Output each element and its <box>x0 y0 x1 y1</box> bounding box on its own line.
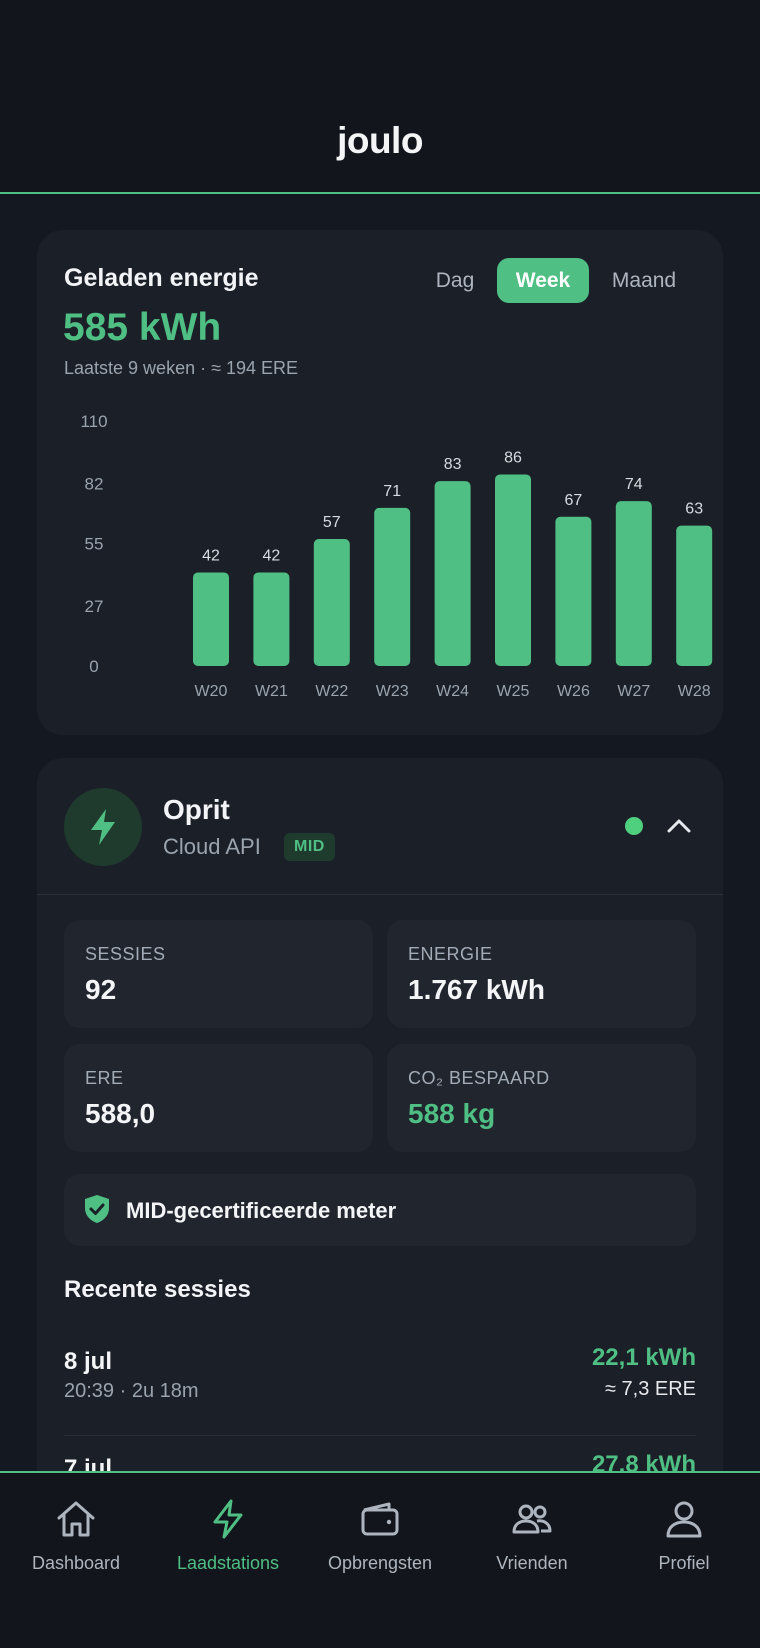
charger-avatar <box>64 788 142 866</box>
stat-label: ERE <box>85 1068 124 1088</box>
chart-subtitle: Laatste 9 weken · ≈ 194 ERE <box>64 358 299 378</box>
stat-value: 92 <box>85 974 117 1005</box>
mid-certified-row: MID-gecertificeerde meter <box>64 1174 696 1246</box>
chart-bar <box>555 516 592 666</box>
session-kwh: 22,1 kWh <box>591 1344 696 1371</box>
x-tick-label: W20 <box>195 683 228 700</box>
session-item[interactable]: 8 jul 20:39 · 2u 18m 22,1 kWh ≈ 7,3 ERE <box>64 1344 696 1448</box>
x-tick-label: W28 <box>678 683 711 700</box>
divider <box>37 894 723 895</box>
session-meta: 20:39 · 2u 18m <box>64 1380 199 1402</box>
chart-bar <box>374 507 411 666</box>
bar-value-label: 67 <box>565 492 583 509</box>
nav-opbrengsten[interactable]: Opbrengsten <box>304 1497 456 1574</box>
shield-check-icon <box>85 1195 109 1223</box>
x-tick-label: W27 <box>617 683 650 700</box>
nav-laadstations[interactable]: Laadstations <box>152 1497 304 1574</box>
stat-energy: ENERGIE 1.767 kWh <box>387 920 696 1028</box>
x-tick-label: W26 <box>557 683 590 700</box>
friends-icon <box>512 1504 552 1534</box>
stat-label: SESSIES <box>85 944 166 964</box>
bar-chart: 0 27 55 82 110 42 W20 42 W21 57 W22 71 W23 83 W24 86 W25… <box>80 412 713 700</box>
y-tick-label: 82 <box>85 474 104 493</box>
chart-bar <box>434 481 471 666</box>
stat-label: ENERGIE <box>408 944 493 964</box>
y-tick-label: 55 <box>85 535 104 554</box>
nav-label: Profiel <box>658 1553 710 1573</box>
bar-value-label: 57 <box>323 514 341 531</box>
session-date: 8 jul <box>64 1348 113 1375</box>
chart-bar <box>193 572 229 666</box>
chart-bar <box>253 572 290 666</box>
nav-label: Opbrengsten <box>327 1553 433 1573</box>
chart-bar <box>676 525 713 666</box>
home-icon <box>57 1501 95 1537</box>
bar-value-label: 71 <box>383 483 401 500</box>
period-tab-month[interactable]: Maand <box>611 268 677 292</box>
bar-value-label: 86 <box>504 449 522 466</box>
recent-sessions-title: Recente sessies <box>64 1276 251 1303</box>
x-tick-label: W24 <box>436 683 469 700</box>
chart-bar <box>313 539 350 666</box>
x-tick-label: W21 <box>255 683 288 700</box>
app-logo: joulo <box>337 120 423 161</box>
stat-value: 588,0 <box>85 1098 156 1129</box>
charger-connection: Cloud API <box>163 834 261 859</box>
period-tab-week[interactable]: Week <box>497 258 589 303</box>
profile-icon <box>666 1501 702 1538</box>
mid-badge: MID <box>284 833 335 861</box>
status-indicator <box>625 817 643 835</box>
stat-value: 1.767 kWh <box>408 974 545 1005</box>
bar-value-label: 83 <box>444 456 462 473</box>
nav-label: Laadstations <box>176 1553 280 1573</box>
x-tick-label: W25 <box>497 683 530 700</box>
nav-profiel[interactable]: Profiel <box>608 1497 760 1574</box>
stat-label: CO₂ BESPAARD <box>408 1068 550 1088</box>
nav-vrienden[interactable]: Vrienden <box>456 1497 608 1574</box>
y-tick-label: 0 <box>89 657 98 676</box>
wallet-icon <box>361 1502 399 1536</box>
bottom-nav: Dashboard Laadstations Opbrengsten Vrien… <box>0 1471 760 1648</box>
period-tab-day[interactable]: Dag <box>435 268 475 292</box>
stat-value: 588 kg <box>408 1098 496 1129</box>
bolt-icon <box>91 809 115 845</box>
bar-value-label: 74 <box>625 476 643 493</box>
app-header: joulo <box>0 0 760 194</box>
chart-bar <box>495 474 531 666</box>
y-tick-label: 27 <box>85 597 104 616</box>
bolt-icon <box>213 1499 243 1539</box>
session-ere: ≈ 7,3 ERE <box>604 1378 696 1400</box>
bar-value-label: 42 <box>202 547 220 564</box>
nav-label: Dashboard <box>31 1553 121 1573</box>
energy-chart-card: Geladen energie 585 kWh Laatste 9 weken … <box>37 230 723 735</box>
chart-title: Geladen energie <box>64 264 259 292</box>
x-tick-label: W23 <box>376 683 409 700</box>
nav-dashboard[interactable]: Dashboard <box>0 1497 152 1574</box>
mid-certified-label: MID-gecertificeerde meter <box>126 1198 397 1223</box>
chevron-up-icon[interactable] <box>665 812 693 840</box>
charger-name: Oprit <box>163 794 230 825</box>
energy-total: 585 kWh <box>63 306 222 349</box>
x-tick-label: W22 <box>315 683 348 700</box>
bar-value-label: 42 <box>263 547 281 564</box>
y-tick-label: 110 <box>80 412 107 431</box>
divider <box>64 1435 696 1436</box>
nav-label: Vrienden <box>496 1553 568 1573</box>
bar-value-label: 63 <box>685 501 703 518</box>
chart-bar <box>615 501 652 666</box>
stat-co2: CO₂ BESPAARD 588 kg <box>387 1044 696 1152</box>
stat-sessions: SESSIES 92 <box>64 920 373 1028</box>
stat-ere: ERE 588,0 <box>64 1044 373 1152</box>
